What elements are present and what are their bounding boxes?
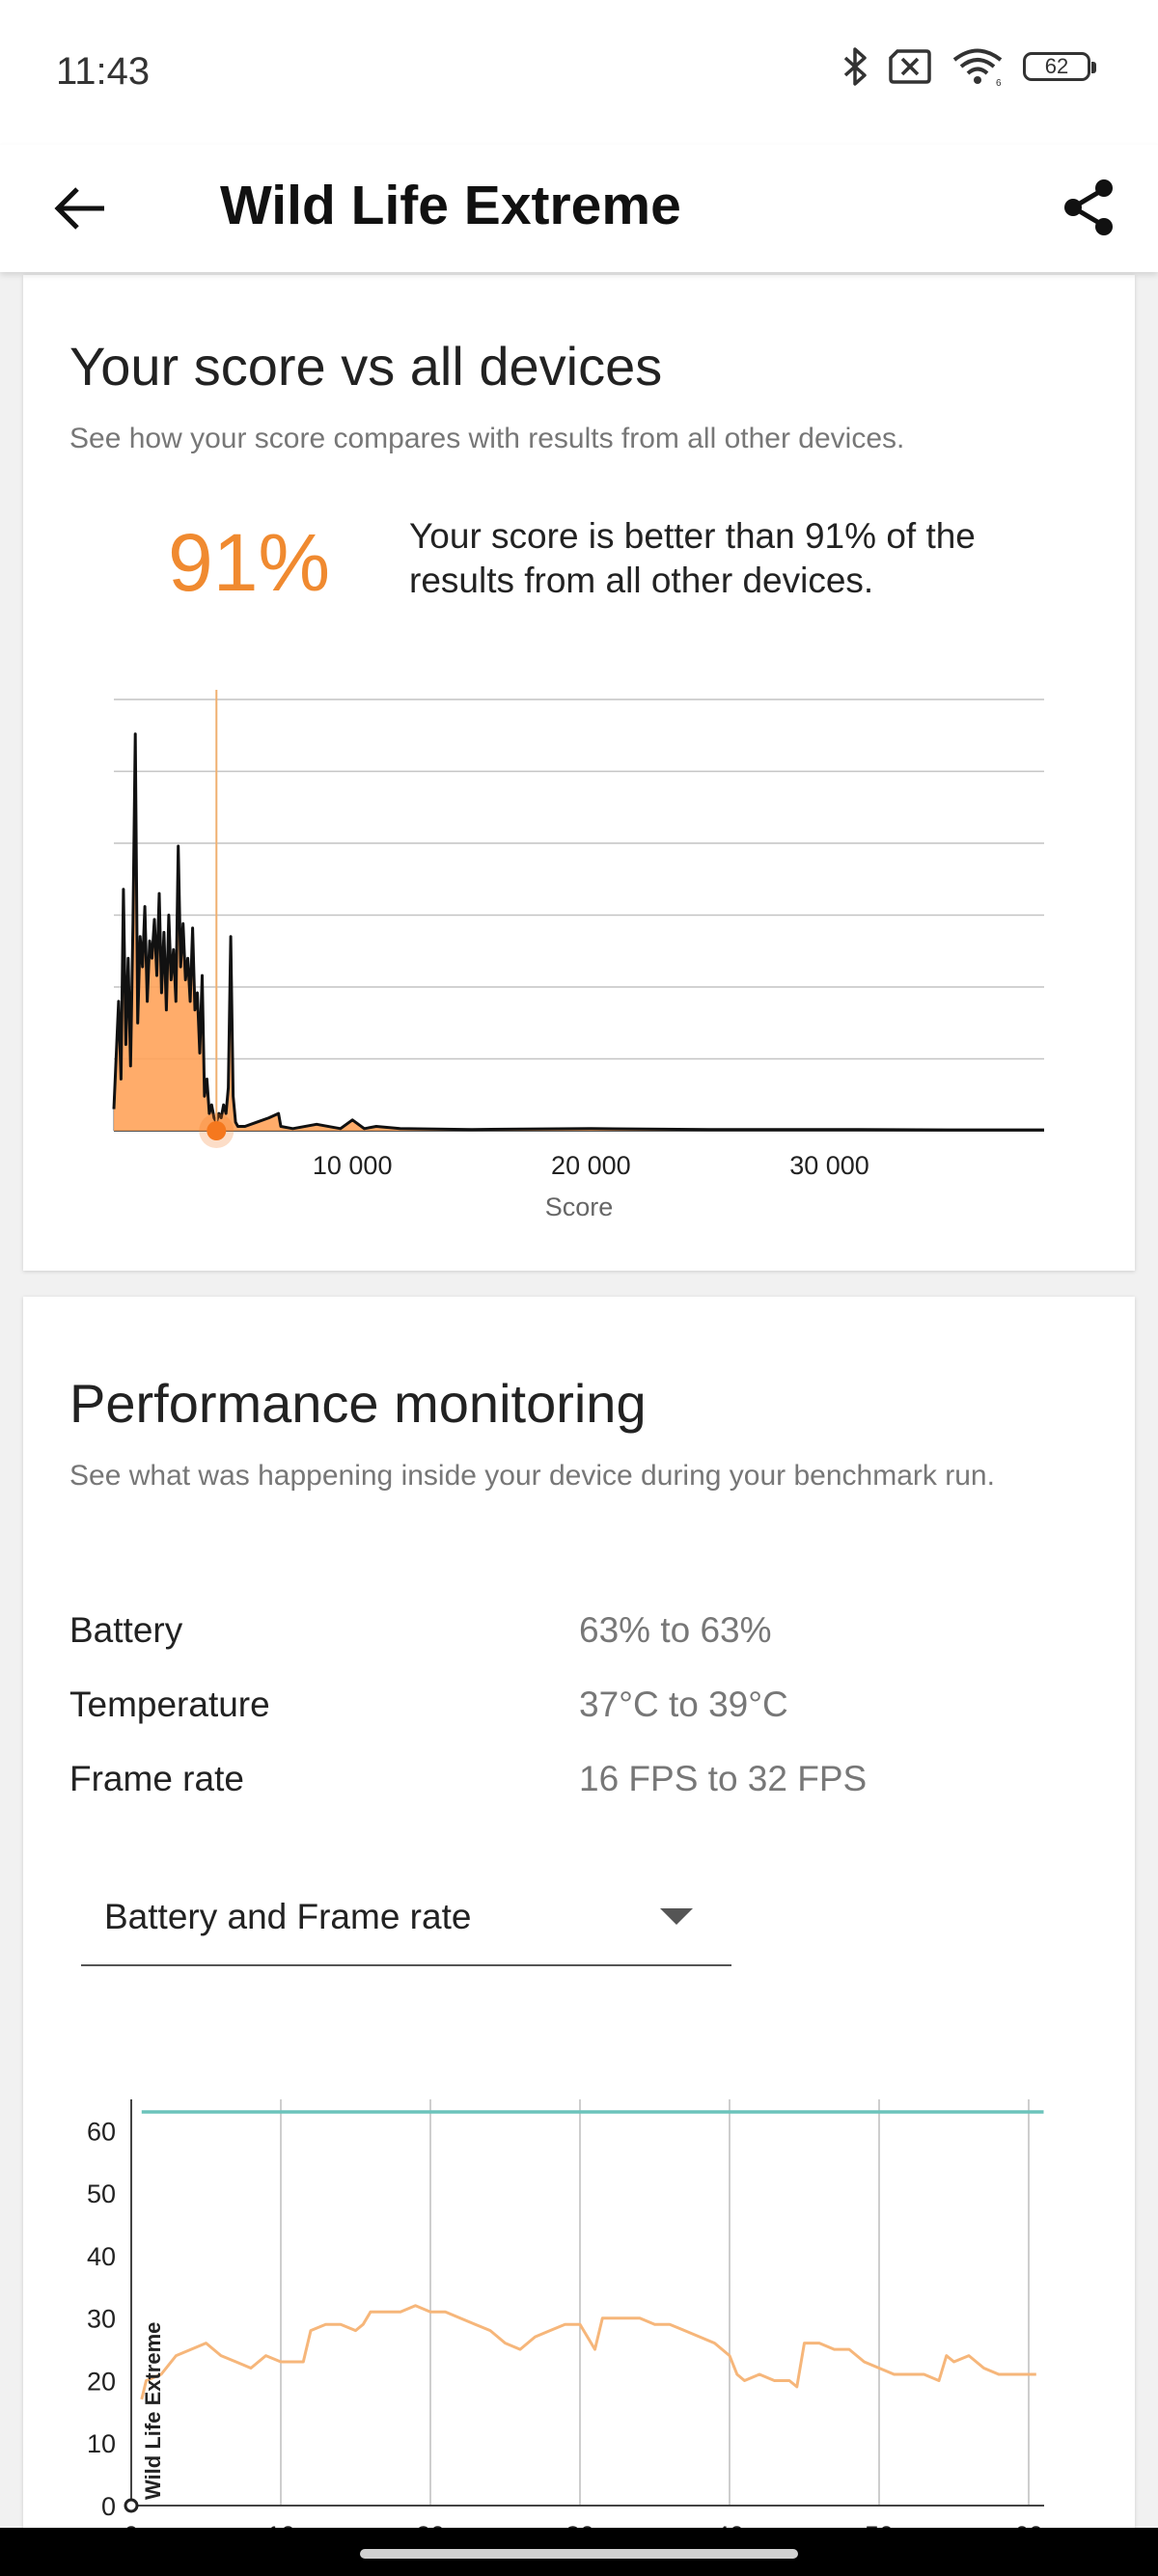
page-title: Wild Life Extreme — [220, 175, 681, 236]
metric-value-battery: 63% to 63% — [579, 1610, 772, 1650]
score-percentile: 91% — [168, 517, 331, 608]
caret-down-icon[interactable] — [660, 1908, 693, 1925]
status-time: 11:43 — [56, 50, 151, 93]
y-tick-label: 30 — [87, 2305, 116, 2334]
y-tick-label: 20 — [87, 2367, 116, 2396]
battery-level: 62 — [1044, 54, 1069, 78]
metric-label-battery: Battery — [69, 1610, 183, 1650]
x-tick-label: 20 000 — [551, 1151, 631, 1180]
app-bar: Wild Life Extreme — [0, 145, 1158, 272]
metric-value-temperature: 37°C to 39°C — [579, 1685, 788, 1724]
y-tick-label: 40 — [87, 2242, 116, 2271]
distribution-line — [112, 732, 1044, 1132]
score-percentile-description: Your score is better than 91% of the res… — [409, 516, 976, 600]
wifi-icon: 6 — [952, 48, 1003, 86]
no-sim-icon — [889, 49, 931, 84]
arrow-left-icon[interactable] — [50, 178, 112, 239]
score-distribution-chart: 10 000 20 000 30 000 Score — [112, 690, 1044, 1221]
bluetooth-icon — [843, 47, 867, 86]
y-tick-label: 60 — [87, 2117, 116, 2146]
y-tick-label: 10 — [87, 2429, 116, 2458]
svg-text:6: 6 — [996, 78, 1002, 86]
metric-label-frame-rate: Frame rate — [69, 1759, 244, 1798]
performance-chart: 01020304050600102030405060Wild Life Extr… — [87, 2099, 1044, 2550]
run-start-marker — [124, 2498, 139, 2513]
frame-rate-series-line — [140, 2304, 1036, 2400]
performance-card-subtitle: See what was happening inside your devic… — [69, 1460, 995, 1492]
performance-monitoring-card: Performance monitoring See what was happ… — [23, 1297, 1135, 2576]
chart-selector-dropdown[interactable]: Battery and Frame rate — [81, 1887, 731, 1966]
performance-card-title: Performance monitoring — [69, 1373, 647, 1434]
y-tick-label: 50 — [87, 2179, 116, 2208]
score-card-title: Your score vs all devices — [69, 336, 663, 397]
score-comparison-card: Your score vs all devices See how your s… — [23, 275, 1135, 1271]
benchmark-run-label: Wild Life Extreme — [141, 2322, 165, 2500]
status-icons: 6 62 — [841, 46, 1096, 87]
x-tick-label: 30 000 — [789, 1151, 869, 1180]
navigation-bar — [0, 2528, 1158, 2576]
your-score-marker — [207, 1121, 227, 1140]
metric-label-temperature: Temperature — [69, 1685, 270, 1724]
dropdown-selected-value: Battery and Frame rate — [104, 1897, 472, 1936]
metric-value-frame-rate: 16 FPS to 32 FPS — [579, 1759, 868, 1798]
x-tick-label: 10 000 — [313, 1151, 393, 1180]
y-tick-label: 0 — [101, 2492, 116, 2521]
home-gesture-handle[interactable] — [360, 2549, 798, 2559]
distribution-area — [114, 733, 1044, 1131]
battery-icon: 62 — [1023, 52, 1096, 81]
status-bar: 11:43 6 62 — [0, 0, 1158, 145]
share-icon[interactable] — [1058, 176, 1119, 239]
x-axis-label: Score — [545, 1192, 614, 1221]
score-card-subtitle: See how your score compares with results… — [69, 423, 905, 454]
